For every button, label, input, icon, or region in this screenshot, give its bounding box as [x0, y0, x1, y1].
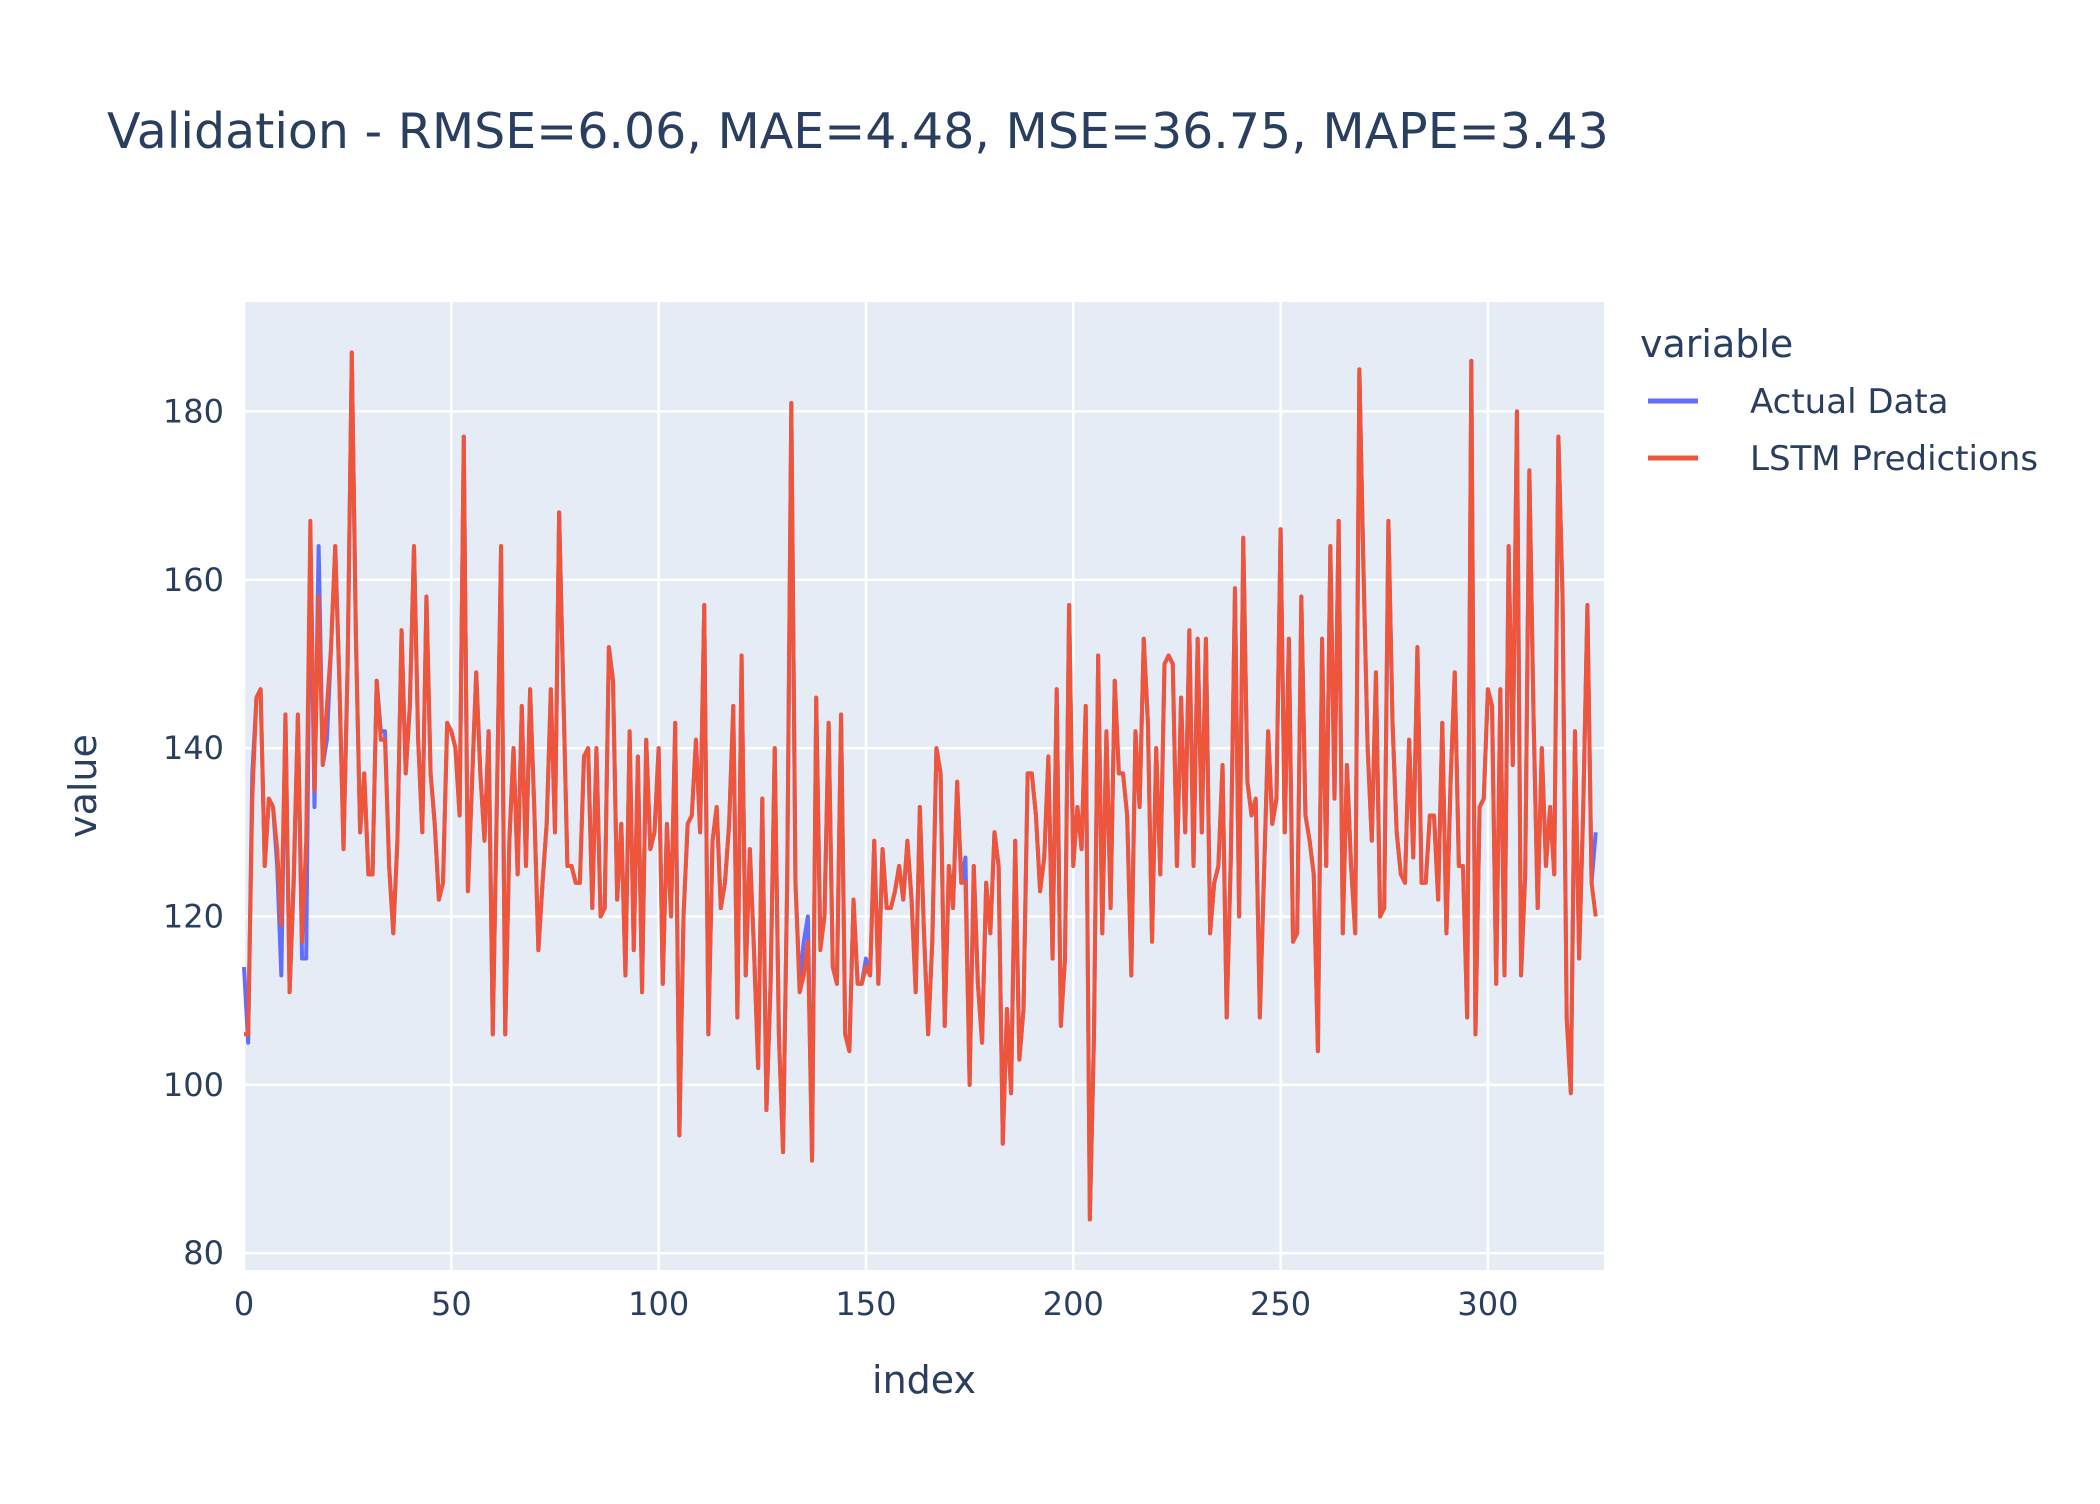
legend: variable Actual Data LSTM Predictions: [1640, 322, 2038, 479]
x-tick-label: 200: [1043, 1285, 1104, 1323]
legend-title: variable: [1640, 322, 1793, 366]
legend-label-lstm-predictions: LSTM Predictions: [1750, 439, 2038, 479]
legend-item-lstm-predictions[interactable]: LSTM Predictions: [1648, 439, 2038, 479]
y-axis-title: value: [61, 734, 105, 838]
y-axis-tick-labels: 80 100 120 140 160 180: [163, 392, 224, 1272]
x-tick-label: 0: [234, 1285, 254, 1323]
series-group: [242, 350, 1598, 1222]
y-tick-label: 80: [183, 1234, 224, 1272]
y-gridlines: [244, 410, 1604, 1255]
series-line-lstm-predictions: [244, 350, 1598, 1222]
x-tick-label: 250: [1250, 1285, 1311, 1323]
plot-area: [244, 302, 1604, 1270]
legend-item-actual-data[interactable]: Actual Data: [1648, 382, 1949, 422]
legend-label-actual-data: Actual Data: [1750, 382, 1949, 422]
y-tick-label: 100: [163, 1066, 224, 1104]
chart-title: Validation - RMSE=6.06, MAE=4.48, MSE=36…: [107, 103, 1609, 160]
x-tick-label: 150: [835, 1285, 896, 1323]
x-tick-label: 300: [1457, 1285, 1518, 1323]
y-tick-label: 180: [163, 392, 224, 430]
x-tick-label: 100: [628, 1285, 689, 1323]
x-axis-tick-labels: 0 50 100 150 200 250 300: [234, 1285, 1519, 1323]
y-tick-label: 140: [163, 729, 224, 767]
x-tick-label: 50: [431, 1285, 472, 1323]
y-tick-label: 160: [163, 561, 224, 599]
y-tick-label: 120: [163, 897, 224, 935]
x-axis-title: index: [872, 1358, 976, 1402]
